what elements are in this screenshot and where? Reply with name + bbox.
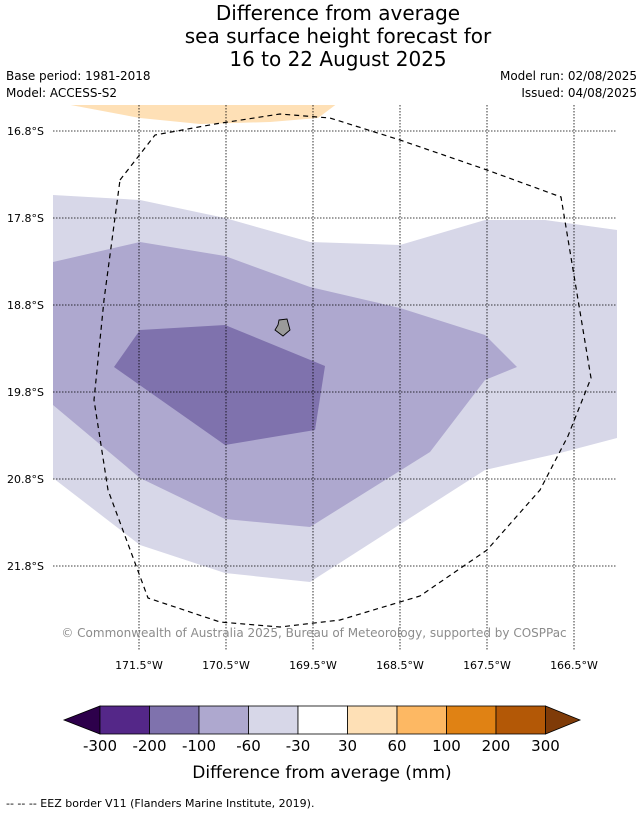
colorbar-title: Difference from average (mm) <box>192 763 452 783</box>
colorbar-segment <box>149 705 200 735</box>
colorbar-segment <box>248 705 299 735</box>
contour-band-minus-200-to-minus-100 <box>114 325 325 445</box>
issued-label: Issued: 04/08/2025 <box>521 86 637 100</box>
colorbar-segment <box>446 705 497 735</box>
colorbar-tick-label: 30 <box>338 737 357 755</box>
colorbar-segment <box>347 705 398 735</box>
latitude-labels: 16.8°S 17.8°S 18.8°S 19.8°S 20.8°S 21.8°… <box>7 125 44 573</box>
colorbar-segment <box>396 705 447 735</box>
lat-label: 19.8°S <box>7 386 44 399</box>
eez-border <box>93 113 592 628</box>
colorbar-tick-label: -100 <box>182 737 216 755</box>
map-title-line-2: sea surface height forecast for <box>184 24 492 48</box>
colorbar-low-extend <box>62 705 101 735</box>
lon-label: 169.5°W <box>289 659 337 672</box>
niue-island <box>274 318 291 337</box>
base-period-label: Base period: 1981-2018 <box>6 69 151 83</box>
anomaly-contours <box>53 105 617 582</box>
colorbar-tick-label: 300 <box>531 737 560 755</box>
colorbar-tick-label: -60 <box>236 737 261 755</box>
map-title-line-1: Difference from average <box>215 1 461 25</box>
model-label: Model: ACCESS-S2 <box>6 86 118 100</box>
copyright-notice: © Commonwealth of Australia 2025, Bureau… <box>61 626 566 640</box>
lat-label: 17.8°S <box>7 212 44 225</box>
lon-label: 171.5°W <box>115 659 163 672</box>
colorbar-tick-label: -300 <box>83 737 117 755</box>
colorbar-segment <box>99 705 150 735</box>
colorbar-tick-label: -200 <box>132 737 166 755</box>
colorbar-tick-label: 100 <box>432 737 461 755</box>
colorbar-tick-label: 60 <box>387 737 406 755</box>
colorbar-high-extend <box>545 705 582 735</box>
lat-label: 20.8°S <box>7 473 44 486</box>
contour-band-30-to-60 <box>70 105 336 124</box>
eez-footnote: -- -- -- EEZ border V11 (Flanders Marine… <box>6 797 315 810</box>
colorbar-segment <box>297 705 348 735</box>
colorbar-tick-label: -30 <box>286 737 311 755</box>
colorbar-segment <box>495 705 546 735</box>
lon-label: 167.5°W <box>463 659 511 672</box>
lon-label: 168.5°W <box>376 659 424 672</box>
colorbar-tick-label: 200 <box>482 737 511 755</box>
colorbar: -300 -200 -100 -60 -30 30 60 100 200 300 <box>62 705 582 755</box>
colorbar-segment <box>198 705 249 735</box>
model-run-label: Model run: 02/08/2025 <box>499 69 637 83</box>
lat-label: 18.8°S <box>7 299 44 312</box>
lat-label: 16.8°S <box>7 125 44 138</box>
lon-label: 170.5°W <box>202 659 250 672</box>
longitude-labels: 171.5°W 170.5°W 169.5°W 168.5°W 167.5°W … <box>115 659 598 672</box>
map-gridlines <box>53 105 617 650</box>
map-title-line-3: 16 to 22 August 2025 <box>229 47 447 71</box>
lon-label: 166.5°W <box>550 659 598 672</box>
lat-label: 21.8°S <box>7 560 44 573</box>
